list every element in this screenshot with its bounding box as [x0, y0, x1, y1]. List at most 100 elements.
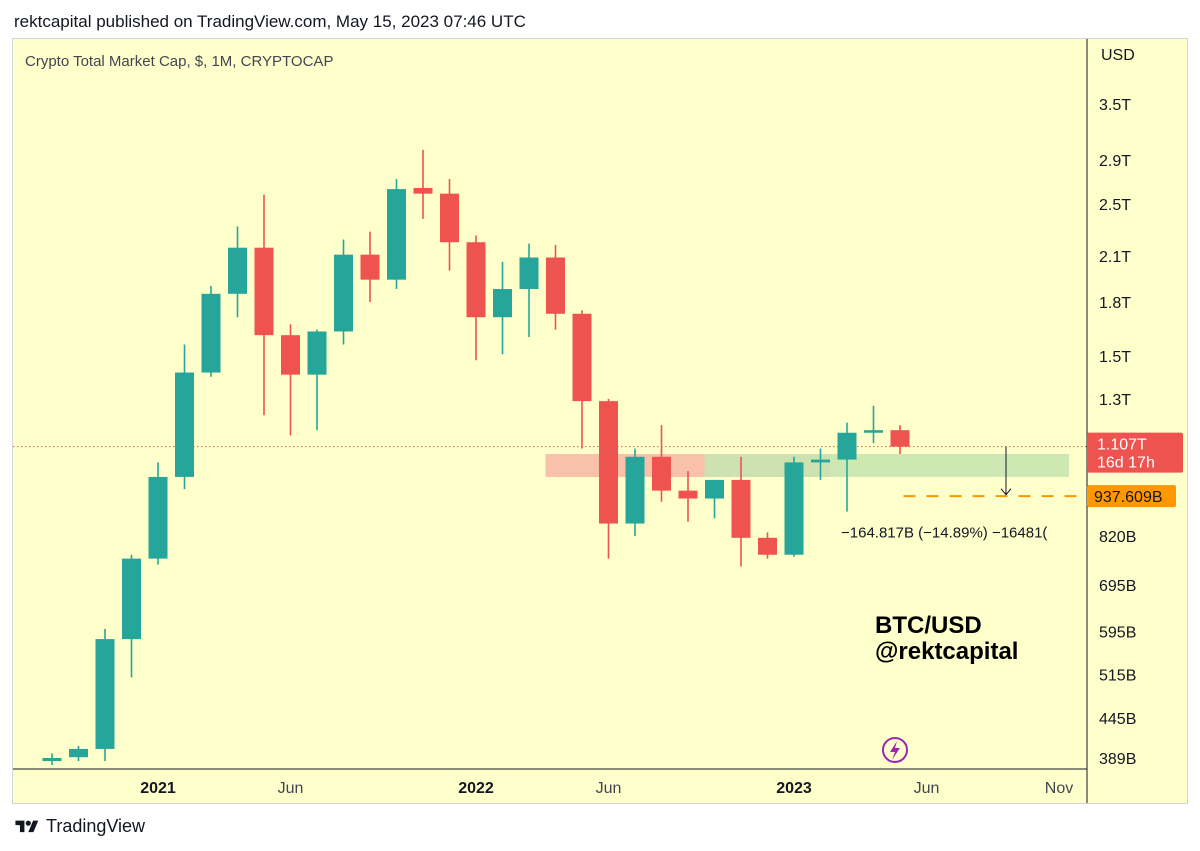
candle-2021-11[interactable]	[413, 149, 433, 219]
candle-2021-12[interactable]	[440, 179, 459, 271]
candle-body	[519, 257, 539, 290]
candle-body	[466, 242, 486, 318]
tradingview-footer[interactable]: TradingView	[14, 816, 145, 837]
candle-body	[148, 476, 168, 559]
candle-2022-06[interactable]	[599, 398, 618, 559]
y-tick-label: 2.1T	[1099, 249, 1131, 266]
candle-body	[254, 247, 274, 336]
candle-2021-02[interactable]	[175, 344, 194, 490]
candle-2021-01[interactable]	[148, 462, 168, 565]
annotation-pair: BTC/USD	[875, 612, 982, 639]
candle-2021-10[interactable]	[387, 179, 406, 290]
candle-2022-07[interactable]	[625, 448, 645, 536]
candle-body	[360, 254, 380, 280]
candle-body	[784, 462, 804, 555]
candle-2020-11[interactable]	[95, 628, 115, 762]
measure-label: −164.817B (−14.89%) −16481(	[841, 524, 1047, 541]
current-price-countdown: 16d 17h	[1097, 455, 1155, 472]
candle-body	[281, 335, 300, 375]
y-tick-label: 389B	[1099, 751, 1136, 768]
candle-2020-09[interactable]	[42, 753, 62, 765]
published-line: rektcapital published on TradingView.com…	[14, 12, 526, 31]
candle-body	[678, 490, 698, 499]
candle-body	[811, 459, 830, 463]
candle-body	[572, 313, 592, 402]
candle-2021-06[interactable]	[281, 324, 300, 436]
candle-2023-05[interactable]	[890, 425, 910, 455]
candle-2021-09[interactable]	[360, 231, 380, 302]
candle-2022-11[interactable]	[731, 456, 751, 567]
candle-2022-09[interactable]	[678, 471, 698, 522]
y-tick-label: 595B	[1099, 624, 1136, 641]
candle-2022-03[interactable]	[519, 243, 539, 338]
candle-2022-08[interactable]	[652, 425, 671, 502]
y-tick-label: 2.5T	[1099, 197, 1131, 214]
candle-body	[95, 639, 115, 749]
y-tick-label: 445B	[1099, 711, 1136, 728]
candle-body	[201, 293, 221, 373]
x-tick-label: 2022	[458, 780, 494, 797]
candle-2021-04[interactable]	[228, 226, 247, 318]
candle-body	[440, 193, 459, 243]
candle-body	[546, 257, 565, 314]
candle-body	[705, 479, 724, 499]
candle-body	[731, 479, 751, 538]
y-tick-label: 3.5T	[1099, 97, 1131, 114]
candle-body	[652, 456, 671, 491]
candle-2023-03[interactable]	[837, 422, 857, 512]
candle-2022-04[interactable]	[546, 244, 565, 330]
y-tick-label: 1.8T	[1099, 295, 1131, 312]
candle-body	[599, 401, 618, 524]
plot-area[interactable]: −164.817B (−14.89%) −16481( BTC/USD@rektc…	[13, 149, 1087, 765]
candle-body	[228, 247, 247, 294]
candle-2022-12[interactable]	[758, 532, 777, 559]
candle-2021-03[interactable]	[201, 285, 221, 377]
candle-body	[387, 189, 406, 280]
y-tick-label: 695B	[1099, 578, 1136, 595]
chart-panel[interactable]: −164.817B (−14.89%) −16481( BTC/USD @rektc…	[12, 38, 1188, 804]
chart-title: Crypto Total Market Cap, $, 1M, CRYPTOCA…	[25, 53, 333, 70]
candle-2022-10[interactable]	[705, 479, 724, 519]
candle-2022-02[interactable]	[493, 261, 512, 355]
candle-body	[493, 289, 512, 318]
y-tick-label: 2.9T	[1099, 153, 1131, 170]
y-tick-label: 515B	[1099, 667, 1136, 684]
candle-2023-01[interactable]	[784, 456, 804, 557]
x-tick-label: Nov	[1045, 780, 1073, 797]
target-price-tag: 937.609B	[1087, 485, 1176, 508]
candle-2020-10[interactable]	[69, 745, 88, 762]
candle-body	[625, 456, 645, 524]
candle-2023-04[interactable]	[864, 405, 883, 444]
support-zone	[704, 454, 1069, 477]
x-tick-label: 2023	[776, 780, 812, 797]
y-tick-label: 820B	[1099, 529, 1136, 546]
candle-2020-12[interactable]	[122, 554, 141, 678]
tradingview-brand: TradingView	[46, 816, 146, 836]
candle-body	[122, 558, 141, 640]
flash-icon[interactable]	[882, 737, 908, 763]
candle-body	[890, 430, 910, 447]
candle-body	[42, 757, 62, 762]
candle-2021-07[interactable]	[307, 329, 327, 431]
candle-body	[413, 187, 433, 194]
target-price-label: 937.609B	[1094, 489, 1163, 506]
candle-body	[758, 537, 777, 555]
candle-2023-02[interactable]	[811, 448, 830, 480]
x-tick-label: Jun	[278, 780, 304, 797]
candle-2022-05[interactable]	[572, 310, 592, 449]
candle-body	[69, 748, 88, 758]
y-tick-label: 1.3T	[1099, 392, 1131, 409]
candle-2021-05[interactable]	[254, 194, 274, 416]
candle-body	[864, 430, 883, 433]
y-axis-unit: USD	[1101, 47, 1135, 64]
x-tick-label: Jun	[596, 780, 622, 797]
y-tick-label: 1.5T	[1099, 349, 1131, 366]
candle-2021-08[interactable]	[334, 239, 353, 345]
candle-body	[175, 372, 194, 477]
candle-2022-01[interactable]	[466, 235, 486, 361]
candle-body	[307, 331, 327, 375]
annotation-author: @rektcapital	[875, 638, 1018, 665]
candle-body	[334, 254, 353, 332]
chart-svg[interactable]: −164.817B (−14.89%) −16481( BTC/USD@rektc…	[13, 39, 1187, 803]
